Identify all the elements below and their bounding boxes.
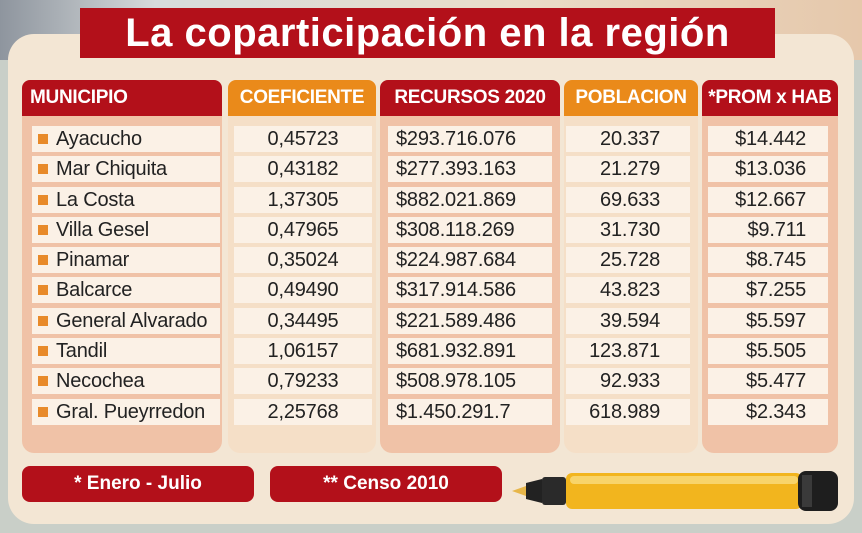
- table-row: Ayacucho 0,45723 $293.716.076 20.337 $14.442: [32, 126, 828, 152]
- municipio-name: Mar Chiquita: [56, 158, 167, 181]
- cell-coeficiente: 0,49490: [234, 277, 372, 304]
- note-censo: ** Censo 2010: [270, 466, 502, 502]
- cell-municipio: Mar Chiquita: [32, 156, 220, 183]
- municipio-name: Ayacucho: [56, 128, 142, 150]
- cell-coeficiente: 1,37305: [234, 186, 372, 213]
- cell-coeficiente: 0,43182: [234, 156, 372, 183]
- table-row: Necochea 0,79233 $508.978.105 92.933 $5.477: [32, 368, 828, 395]
- cell-prom: $14.442: [708, 126, 828, 152]
- cell-prom: $5.477: [708, 368, 828, 395]
- cell-coeficiente: 2,25768: [234, 398, 372, 425]
- table-row: Villa Gesel 0,47965 $308.118.269 31.730 $9.7…: [32, 216, 828, 243]
- cell-municipio: Ayacucho: [32, 126, 220, 152]
- municipio-name: Balcarce: [56, 279, 133, 302]
- cell-prom: $8.745: [708, 247, 828, 274]
- square-bullet-icon: [38, 346, 48, 357]
- table-row: Pinamar 0,35024 $224.987.684 25.728 $8.745: [32, 247, 828, 274]
- cell-poblacion: 25.728: [566, 247, 690, 274]
- cell-recursos: $221.589.486: [388, 307, 552, 334]
- cell-poblacion: 43.823: [566, 277, 690, 304]
- cell-municipio: La Costa: [32, 186, 220, 213]
- cell-recursos: $681.932.891: [388, 338, 552, 365]
- cell-recursos: $277.393.163: [388, 156, 552, 183]
- square-bullet-icon: [38, 255, 48, 266]
- municipio-name: Tandil: [56, 340, 108, 363]
- municipio-name: Pinamar: [56, 249, 130, 272]
- cell-prom: $12.667: [708, 186, 828, 213]
- cell-recursos: $508.978.105: [388, 368, 552, 395]
- cell-municipio: Pinamar: [32, 247, 220, 274]
- cell-coeficiente: 1,06157: [234, 338, 372, 365]
- cell-municipio: General Alvarado: [32, 307, 220, 334]
- note-enero-julio: * Enero - Julio: [22, 466, 254, 502]
- cell-coeficiente: 0,34495: [234, 307, 372, 334]
- cell-coeficiente: 0,47965: [234, 216, 372, 243]
- cell-poblacion: 21.279: [566, 156, 690, 183]
- header-coeficiente: COEFICIENTE: [228, 80, 376, 116]
- header-poblacion: POBLACION: [564, 80, 698, 116]
- cell-poblacion: 123.871: [566, 338, 690, 365]
- table-row: General Alvarado 0,34495 $221.589.486 39.59…: [32, 307, 828, 334]
- square-bullet-icon: [38, 406, 48, 417]
- municipio-name: Gral. Pueyrredon: [56, 400, 206, 423]
- cell-recursos: $317.914.586: [388, 277, 552, 304]
- highlighter-marker-icon: [512, 471, 838, 511]
- cell-poblacion: 92.933: [566, 368, 690, 395]
- cell-poblacion: 618.989: [566, 398, 690, 425]
- cell-prom: $5.505: [708, 338, 828, 365]
- cell-municipio: Balcarce: [32, 277, 220, 304]
- square-bullet-icon: [38, 285, 48, 296]
- cell-recursos: $308.118.269: [388, 216, 552, 243]
- cell-municipio: Gral. Pueyrredon: [32, 398, 220, 425]
- cell-recursos: $1.450.291.7: [388, 398, 552, 425]
- cell-prom: $7.255: [708, 277, 828, 304]
- cell-coeficiente: 0,35024: [234, 247, 372, 274]
- table-row: Mar Chiquita 0,43182 $277.393.163 21.279 $13…: [32, 156, 828, 183]
- cell-prom: $9.711: [708, 216, 828, 243]
- municipio-name: General Alvarado: [56, 309, 208, 332]
- cell-prom: $5.597: [708, 307, 828, 334]
- square-bullet-icon: [38, 164, 48, 175]
- cell-poblacion: 31.730: [566, 216, 690, 243]
- municipio-name: Villa Gesel: [56, 218, 150, 241]
- cell-municipio: Necochea: [32, 368, 220, 395]
- square-bullet-icon: [38, 224, 48, 235]
- header-prom: *PROM x HAB: [702, 80, 838, 116]
- cell-municipio: Villa Gesel: [32, 216, 220, 243]
- cell-recursos: $293.716.076: [388, 126, 552, 152]
- cell-poblacion: 20.337: [566, 126, 690, 152]
- municipio-name: La Costa: [56, 188, 135, 211]
- table-row: La Costa 1,37305 $882.021.869 69.633 $12.667: [32, 186, 828, 213]
- table-row: Gral. Pueyrredon 2,25768 $1.450.291.7 618.9…: [32, 398, 828, 425]
- cell-municipio: Tandil: [32, 338, 220, 365]
- cell-recursos: $224.987.684: [388, 247, 552, 274]
- page-title: La coparticipación en la región: [80, 8, 775, 58]
- square-bullet-icon: [38, 194, 48, 205]
- square-bullet-icon: [38, 315, 48, 326]
- cell-poblacion: 39.594: [566, 307, 690, 334]
- cell-poblacion: 69.633: [566, 186, 690, 213]
- cell-prom: $2.343: [708, 398, 828, 425]
- cell-coeficiente: 0,79233: [234, 368, 372, 395]
- table-body: Ayacucho 0,45723 $293.716.076 20.337 $14.442…: [32, 126, 828, 429]
- square-bullet-icon: [38, 376, 48, 387]
- municipio-name: Necochea: [56, 370, 145, 393]
- header-recursos: RECURSOS 2020: [380, 80, 560, 116]
- cell-prom: $13.036: [708, 156, 828, 183]
- cell-recursos: $882.021.869: [388, 186, 552, 213]
- table-row: Tandil 1,06157 $681.932.891 123.871 $5.505: [32, 338, 828, 365]
- table-row: Balcarce 0,49490 $317.914.586 43.823 $7.255: [32, 277, 828, 304]
- cell-coeficiente: 0,45723: [234, 126, 372, 152]
- square-bullet-icon: [38, 134, 48, 144]
- header-municipio: MUNICIPIO: [22, 80, 222, 116]
